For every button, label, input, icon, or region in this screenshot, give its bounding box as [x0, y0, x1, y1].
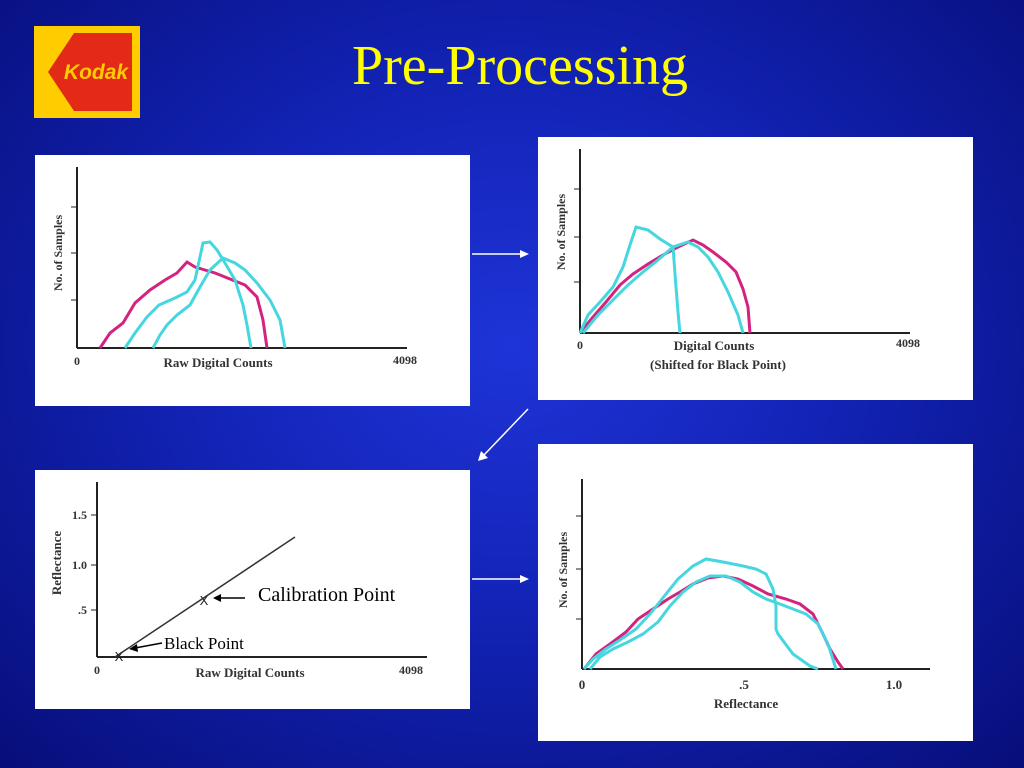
- calib-x-min: 0: [94, 663, 100, 677]
- black-point-marker: X: [115, 649, 124, 664]
- shifted-xlabel2: (Shifted for Black Point): [650, 357, 786, 372]
- refl-cyan-curve-1: [582, 557, 819, 671]
- raw-histogram-panel: No. of Samples Raw Digital Counts 0 4098: [35, 155, 470, 406]
- raw-xlabel: Raw Digital Counts: [163, 355, 272, 370]
- raw-x-max: 4098: [393, 353, 417, 367]
- refl-ylabel: No. of Samples: [556, 532, 570, 609]
- shifted-histogram-panel: No. of Samples Digital Counts (Shifted f…: [538, 137, 973, 400]
- raw-cyan-curve-1: [123, 240, 253, 349]
- raw-ylabel: No. of Samples: [51, 215, 65, 292]
- calib-ytick-1-0: 1.0: [72, 558, 87, 572]
- refl-cyan-curve-2: [588, 574, 838, 670]
- arrow-shifted-to-calibration: [478, 408, 529, 461]
- calib-ylabel: Reflectance: [49, 531, 64, 595]
- raw-magenta-curve: [98, 260, 269, 349]
- page-title: Pre-Processing: [352, 35, 688, 97]
- black-point-label: Black Point: [164, 634, 244, 653]
- refl-xtick-1-0: 1.0: [886, 677, 902, 692]
- arrow-raw-to-shifted: [472, 250, 529, 258]
- kodak-logo: Kodak: [34, 26, 140, 118]
- shifted-x-max: 4098: [896, 336, 920, 350]
- calib-x-max: 4098: [399, 663, 423, 677]
- shifted-ylabel: No. of Samples: [554, 194, 568, 271]
- calibration-point-label: Calibration Point: [258, 584, 396, 606]
- refl-xlabel: Reflectance: [714, 696, 778, 711]
- shifted-x-min: 0: [577, 338, 583, 352]
- calibration-point-marker: X: [200, 593, 209, 608]
- shifted-xlabel: Digital Counts: [674, 338, 755, 353]
- calib-ytick-1-5: 1.5: [72, 508, 87, 522]
- arrow-calibration-to-reflectance: [472, 575, 529, 583]
- refl-xtick-0-5: .5: [739, 677, 749, 692]
- shifted-cyan-curve-2: [581, 240, 745, 334]
- refl-xtick-0: 0: [579, 677, 586, 692]
- calib-ytick-0-5: .5: [78, 603, 87, 617]
- shifted-cyan-curve-1: [578, 225, 682, 334]
- calibration-panel: 1.5 1.0 .5 X X Calibration Point Black P…: [35, 470, 470, 709]
- raw-cyan-curve-2: [151, 256, 287, 349]
- reflectance-histogram-panel: No. of Samples 0 .5 1.0 Reflectance: [538, 444, 973, 741]
- raw-x-min: 0: [74, 354, 80, 368]
- kodak-logo-text: Kodak: [64, 61, 130, 84]
- calib-xlabel: Raw Digital Counts: [195, 665, 304, 680]
- calibration-line: [114, 536, 296, 658]
